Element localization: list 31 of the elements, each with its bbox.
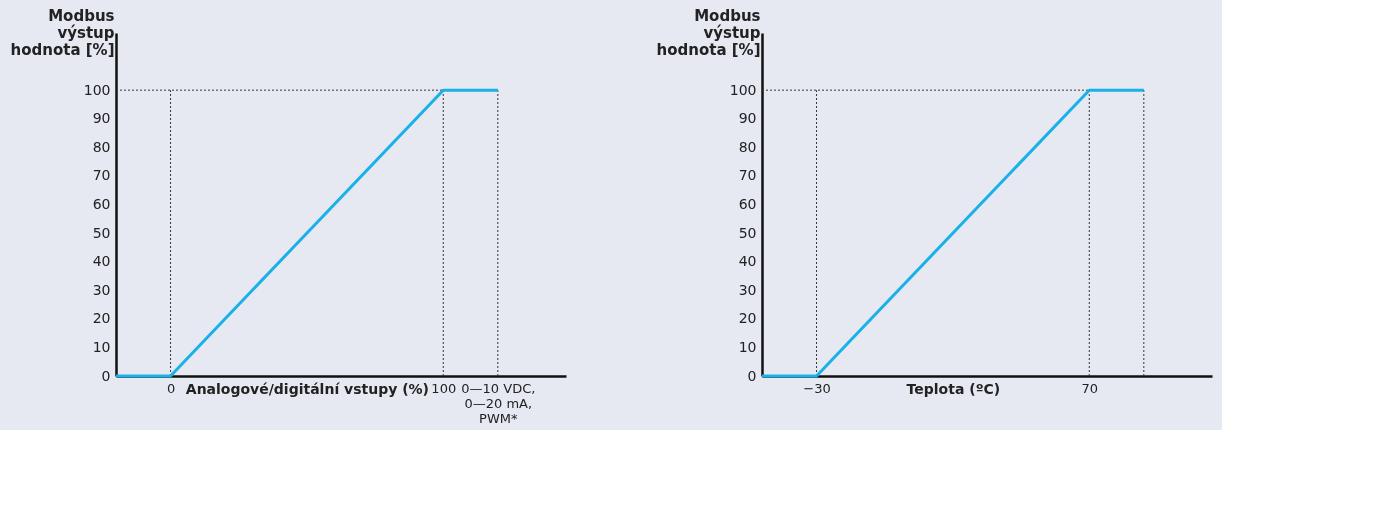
y-axis-title: Modbus výstup hodnota [%] xyxy=(10,6,115,59)
y-tick-label: 0 xyxy=(101,367,111,384)
y-tick-label: 30 xyxy=(92,281,111,298)
y-tick-label: 40 xyxy=(738,253,757,270)
y-tick-label: 90 xyxy=(92,110,111,127)
y-tick-label: 70 xyxy=(738,167,757,184)
y-tick-label: 20 xyxy=(738,310,757,327)
y-tick-label: 20 xyxy=(92,310,111,327)
y-tick-label: 10 xyxy=(92,338,111,355)
x-tick-label: 0 xyxy=(166,380,176,396)
y-tick-label: 80 xyxy=(92,138,111,155)
x-axis-title: Analogové/digitální vstupy (%) xyxy=(185,380,430,397)
y-tick-label: 80 xyxy=(738,138,757,155)
y-tick-label: 50 xyxy=(738,224,757,241)
y-tick-label: 60 xyxy=(92,196,111,212)
y-tick-label: 40 xyxy=(92,253,111,270)
y-tick-label: 60 xyxy=(738,196,757,212)
y-axis-title: Modbus výstup hodnota [%] xyxy=(656,6,761,59)
y-tick-label: 70 xyxy=(92,167,111,184)
y-tick-label: 30 xyxy=(738,281,757,298)
y-tick-label: 10 xyxy=(738,338,757,355)
y-tick-label: 50 xyxy=(92,224,111,241)
y-tick-label: 100 xyxy=(83,81,111,98)
y-tick-label: 0 xyxy=(747,367,757,384)
x-tick-label: −30 xyxy=(803,380,831,396)
y-tick-label: 90 xyxy=(738,110,757,127)
y-tick-label: 100 xyxy=(729,81,757,98)
x-axis-title: Teplota (ºC) xyxy=(906,380,1001,397)
x-tick-label: 0—10 VDC, 0—20 mA, PWM* xyxy=(461,380,536,426)
x-tick-label: 70 xyxy=(1081,380,1099,396)
x-tick-label: 100 xyxy=(431,380,457,396)
